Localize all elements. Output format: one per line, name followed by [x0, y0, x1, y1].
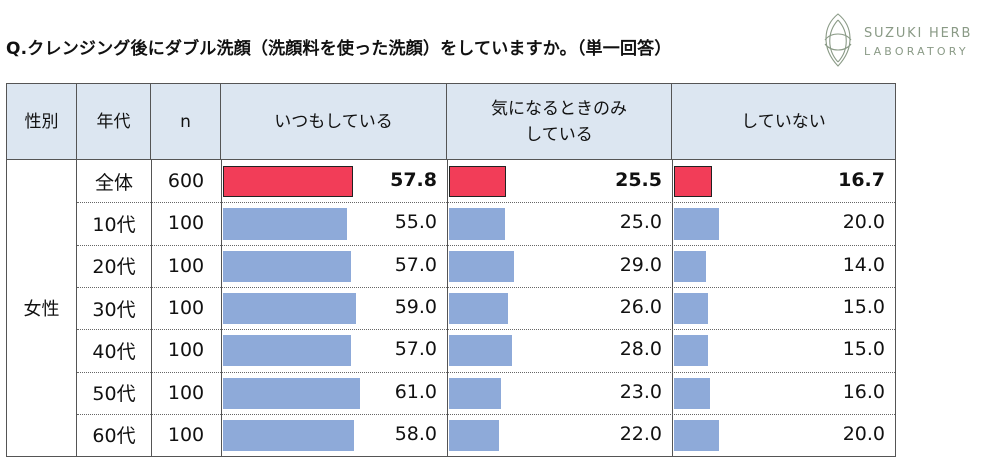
- n-cell: 100: [167, 297, 205, 320]
- value-bar: [674, 377, 710, 409]
- question-title: Q.クレンジング後にダブル洗顔（洗顔料を使った洗顔）をしていますか。（単一回答）: [6, 39, 672, 59]
- n-cell: 100: [167, 381, 205, 404]
- value-label: 25.5: [615, 169, 662, 191]
- row-divider: [77, 286, 895, 288]
- row-divider: [77, 371, 895, 373]
- value-bar: [449, 166, 507, 198]
- value-label: 57.0: [394, 338, 437, 361]
- value-bar: [223, 166, 354, 198]
- value-label: 15.0: [842, 295, 885, 318]
- value-label: 15.0: [842, 338, 885, 361]
- value-label: 29.0: [619, 253, 662, 276]
- value-bar: [449, 292, 508, 325]
- value-label: 57.8: [390, 169, 437, 191]
- value-bar: [223, 250, 352, 282]
- row-divider: [77, 244, 895, 246]
- value-bar: [674, 250, 706, 282]
- age-cell: 60代: [92, 425, 136, 448]
- row-divider: [77, 413, 895, 415]
- value-label: 25.0: [619, 211, 662, 234]
- value-bar: [674, 208, 719, 240]
- n-cell: 100: [167, 254, 205, 277]
- header-n: n: [151, 84, 221, 160]
- row-divider: [77, 202, 895, 204]
- header-only-when-concerned: 気になるときのみ している: [447, 84, 672, 160]
- value-label: 14.0: [842, 253, 885, 276]
- age-cell: 全体: [94, 171, 133, 194]
- value-label: 61.0: [394, 380, 437, 403]
- n-cell: 100: [167, 212, 205, 235]
- header-only-when-concerned-line1: 気になるときのみ: [491, 98, 627, 119]
- value-label: 26.0: [619, 295, 662, 318]
- age-cell: 40代: [92, 340, 136, 363]
- header-age: 年代: [77, 84, 151, 160]
- value-bar: [223, 419, 354, 452]
- value-label: 55.0: [394, 211, 437, 234]
- results-table: 性別 年代 n いつもしている 気になるときのみ している していない 女性 全…: [6, 83, 896, 457]
- gender-label: 女性: [7, 160, 77, 456]
- value-bar: [674, 166, 712, 198]
- value-label: 20.0: [842, 422, 885, 445]
- logo-text-line1: SUZUKI HERB: [864, 26, 973, 41]
- n-cell: 600: [167, 170, 205, 193]
- value-bar: [674, 419, 719, 452]
- leaf-logo-icon: [824, 13, 852, 67]
- value-bar: [449, 250, 515, 282]
- age-cell: 50代: [92, 383, 136, 406]
- value-bar: [449, 208, 506, 240]
- n-cell: 100: [167, 339, 205, 362]
- value-label: 20.0: [842, 211, 885, 234]
- value-bar: [449, 377, 501, 409]
- value-label: 23.0: [619, 380, 662, 403]
- value-label: 16.7: [838, 169, 885, 191]
- value-label: 16.0: [842, 380, 885, 403]
- column-divider: [447, 160, 448, 456]
- row-divider: [77, 329, 895, 331]
- header-only-when-concerned-line2: している: [525, 124, 593, 145]
- value-bar: [223, 335, 352, 367]
- value-label: 22.0: [619, 422, 662, 445]
- value-bar: [674, 292, 708, 325]
- value-bar: [449, 419, 499, 452]
- header-gender: 性別: [7, 84, 77, 160]
- column-divider: [672, 160, 673, 456]
- header-always: いつもしている: [221, 84, 447, 160]
- value-bar: [223, 292, 356, 325]
- logo-text-line2: LABORATORY: [864, 45, 969, 58]
- age-cell: 10代: [92, 213, 136, 236]
- value-label: 59.0: [394, 295, 437, 318]
- age-cell: 20代: [92, 256, 136, 279]
- value-label: 58.0: [394, 422, 437, 445]
- header-never: していない: [672, 84, 895, 160]
- value-bar: [223, 377, 361, 409]
- value-bar: [449, 335, 512, 367]
- column-divider: [221, 160, 222, 456]
- value-bar: [223, 208, 347, 240]
- value-label: 57.0: [394, 253, 437, 276]
- value-bar: [674, 335, 708, 367]
- column-divider: [151, 160, 152, 456]
- n-cell: 100: [167, 423, 205, 446]
- value-label: 28.0: [619, 338, 662, 361]
- age-cell: 30代: [92, 298, 136, 321]
- brand-logo: SUZUKI HERB LABORATORY: [815, 10, 980, 70]
